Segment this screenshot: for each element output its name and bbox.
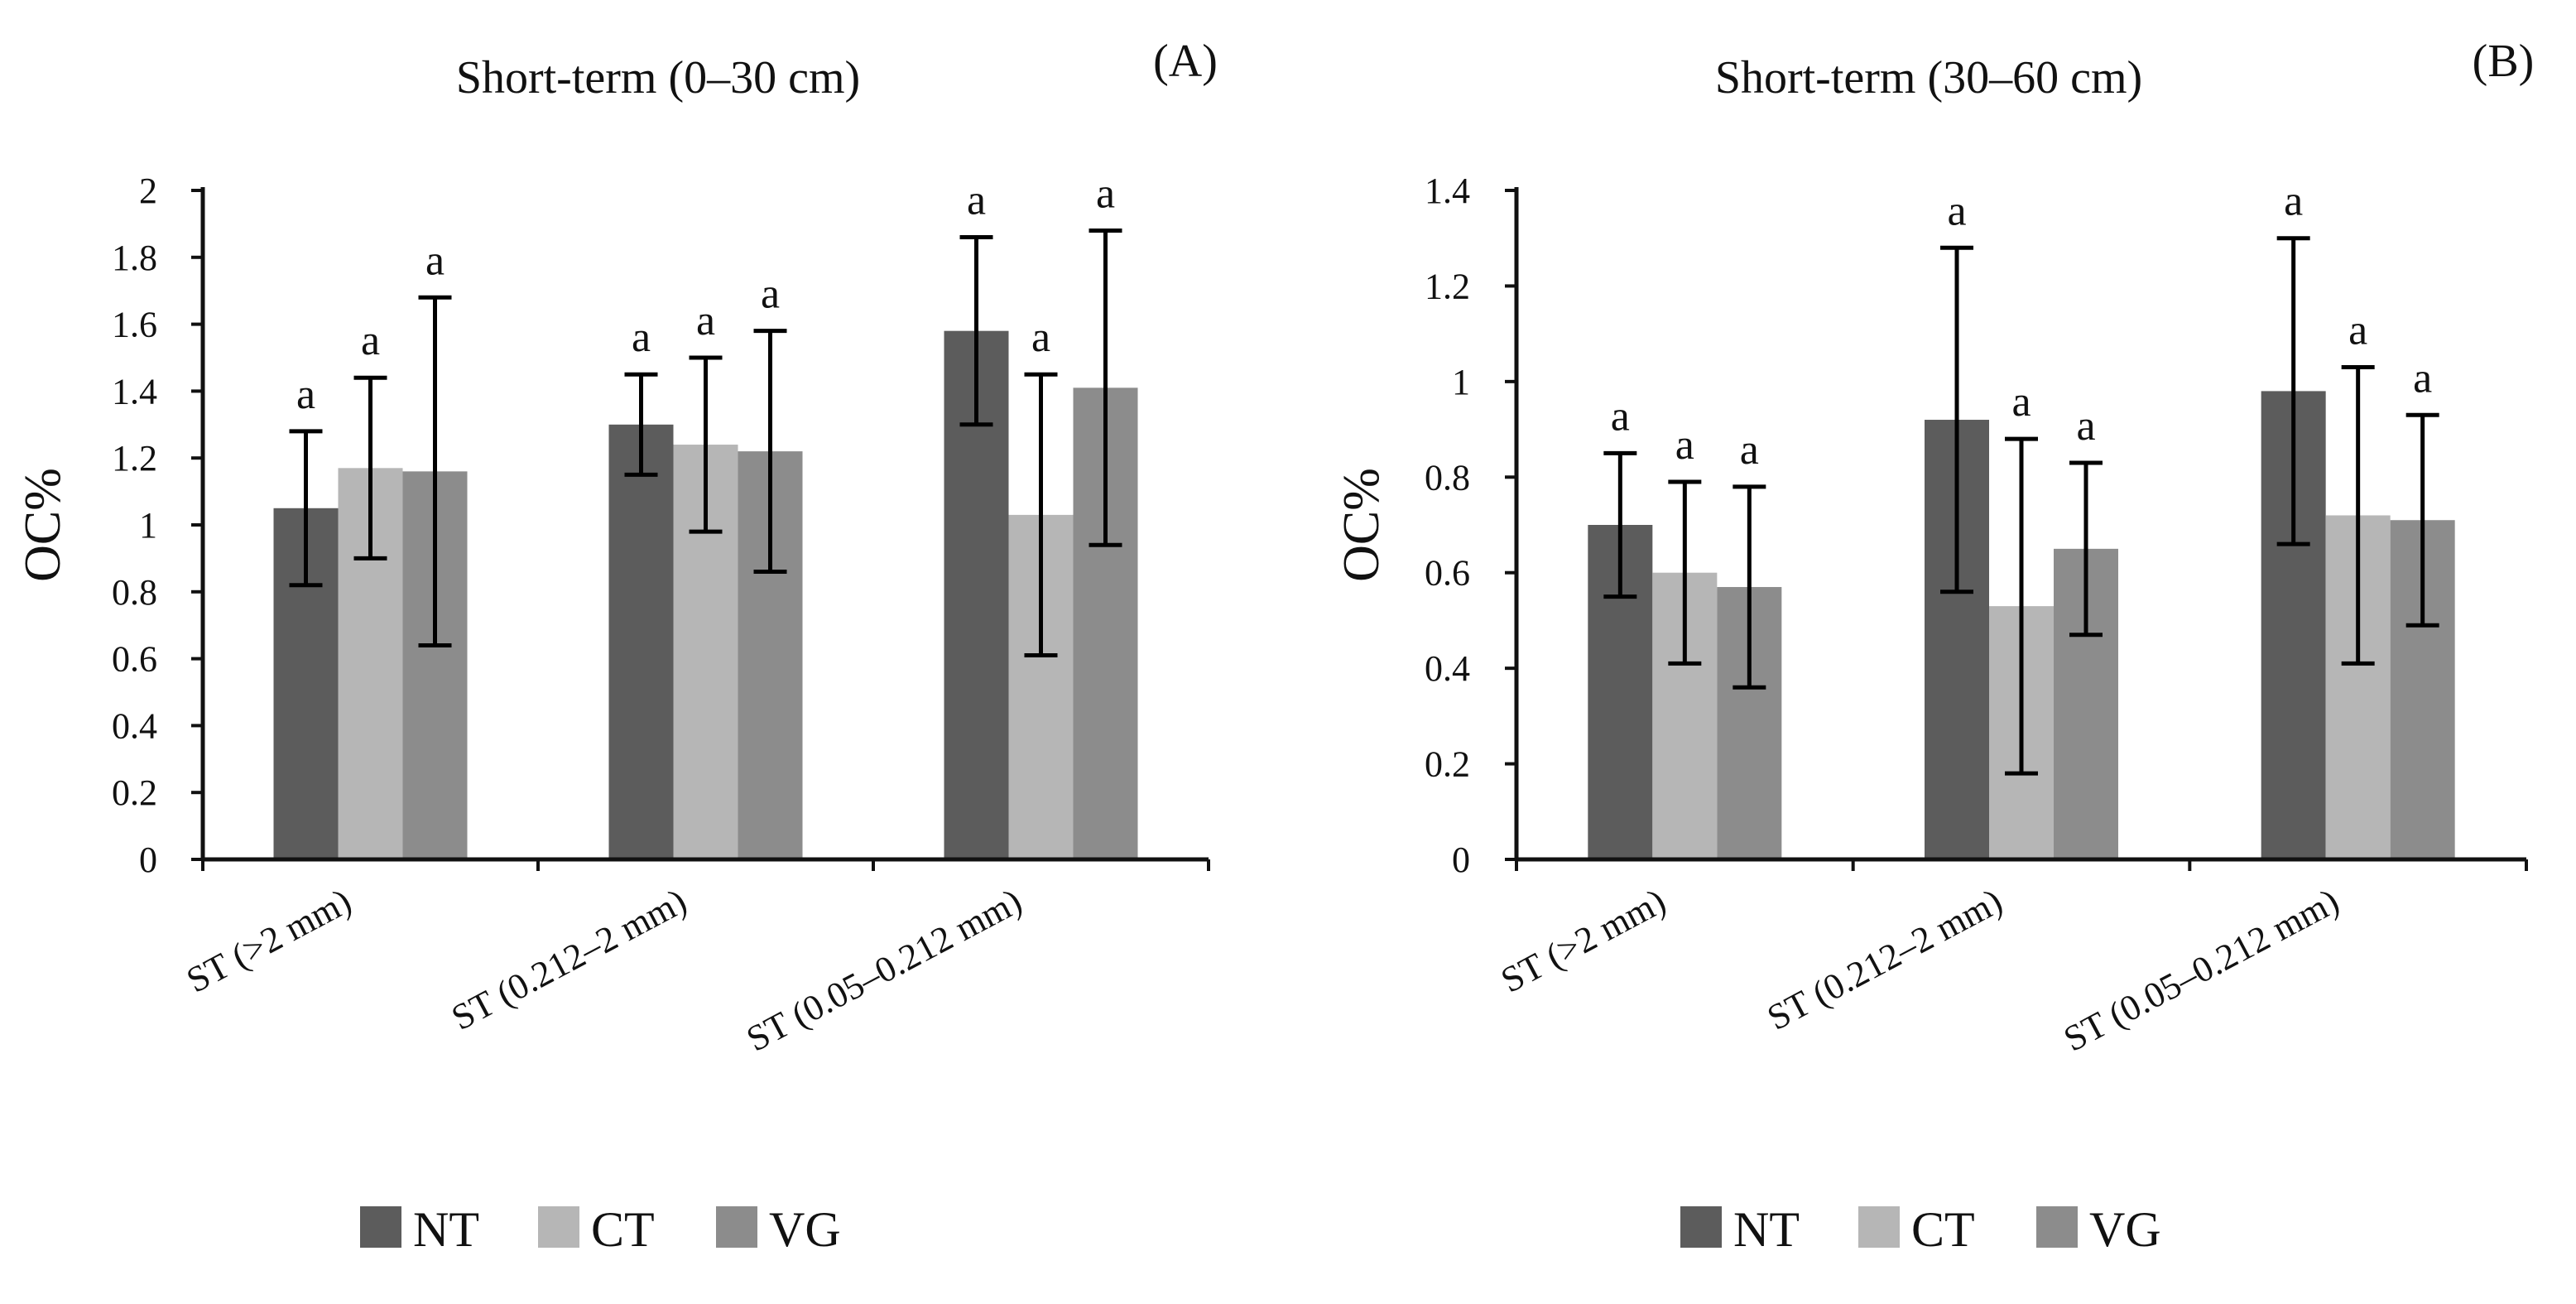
y-tick-label: 1 [1452,362,1470,402]
y-tick-label: 0 [139,840,157,880]
category-label: ST (0.05–0.212 mm) [2057,881,2345,1060]
chart-title: Short-term (30–60 cm) [1715,52,2142,103]
y-tick-label: 0.2 [112,772,157,813]
legend-swatch-ct [1858,1206,1900,1248]
category-label: ST (>2 mm) [1494,881,1672,1001]
significance-letter: a [1031,314,1050,361]
legend-label-vg: VG [769,1202,841,1257]
y-tick-label: 0 [1452,840,1470,880]
significance-letter: a [1740,426,1759,474]
chart-panel-a: Short-term (0–30 cm) (A) OC% 0 0.2 0.4 0.6 0.8 1… [15,36,1218,1257]
chart-panel-b: Short-term (30–60 cm) (B) OC% 0 0.2 0.4 0.6 0.8… [1334,36,2534,1257]
y-tick-label: 0.6 [112,639,157,680]
category-label: ST (0.212–2 mm) [445,881,694,1038]
panel-label: (B) [2473,36,2535,87]
significance-letter: a [2284,178,2303,225]
y-tick-label: 1.2 [1425,266,1470,306]
legend-swatch-nt [1680,1206,1722,1248]
category-label: ST (0.05–0.212 mm) [740,881,1028,1060]
legend-label-nt: NT [1733,1202,1800,1257]
legend-label-nt: NT [413,1202,479,1257]
chart-title: Short-term (0–30 cm) [456,52,860,103]
significance-letter: a [967,177,986,224]
significance-letter: a [425,237,445,284]
bar-nt [608,424,674,859]
significance-letter: a [696,297,715,344]
y-tick-label: 1.4 [112,371,157,411]
y-axis-label: OC% [15,468,71,582]
significance-letter: a [2011,378,2031,426]
legend-label-ct: CT [1911,1202,1975,1257]
category-label: ST (>2 mm) [180,881,358,1001]
significance-letter: a [296,371,315,418]
y-tick-label: 0.4 [1425,648,1470,689]
significance-letter: a [761,271,780,318]
significance-letter: a [632,314,651,361]
legend-label-vg: VG [2089,1202,2161,1257]
legend-swatch-nt [360,1206,401,1248]
y-tick-label: 1.2 [112,438,157,479]
legend-swatch-vg [2036,1206,2078,1248]
y-tick-label: 2 [139,171,157,211]
significance-letter: a [1947,187,1966,234]
category-label: ST (0.212–2 mm) [1761,881,2009,1038]
y-tick-label: 0.8 [112,572,157,613]
y-tick-label: 0.2 [1425,744,1470,785]
significance-letter: a [1096,170,1115,217]
y-tick-label: 1.8 [112,238,157,278]
y-tick-label: 0.8 [1425,457,1470,498]
legend-swatch-vg [716,1206,757,1248]
legend-label-ct: CT [591,1202,655,1257]
y-tick-label: 0.4 [112,705,157,746]
significance-letter: a [2413,354,2432,402]
significance-letter: a [1675,421,1694,469]
legend-swatch-ct [538,1206,579,1248]
y-tick-label: 1.6 [112,305,157,345]
significance-letter: a [1611,392,1630,440]
y-axis-label: OC% [1334,468,1390,582]
significance-letter: a [2076,402,2095,450]
panel-label: (A) [1153,36,1218,87]
y-tick-label: 0.6 [1425,553,1470,594]
significance-letter: a [361,317,380,364]
y-tick-label: 1.4 [1425,171,1470,211]
significance-letter: a [2348,307,2367,354]
y-tick-label: 1 [139,505,157,546]
